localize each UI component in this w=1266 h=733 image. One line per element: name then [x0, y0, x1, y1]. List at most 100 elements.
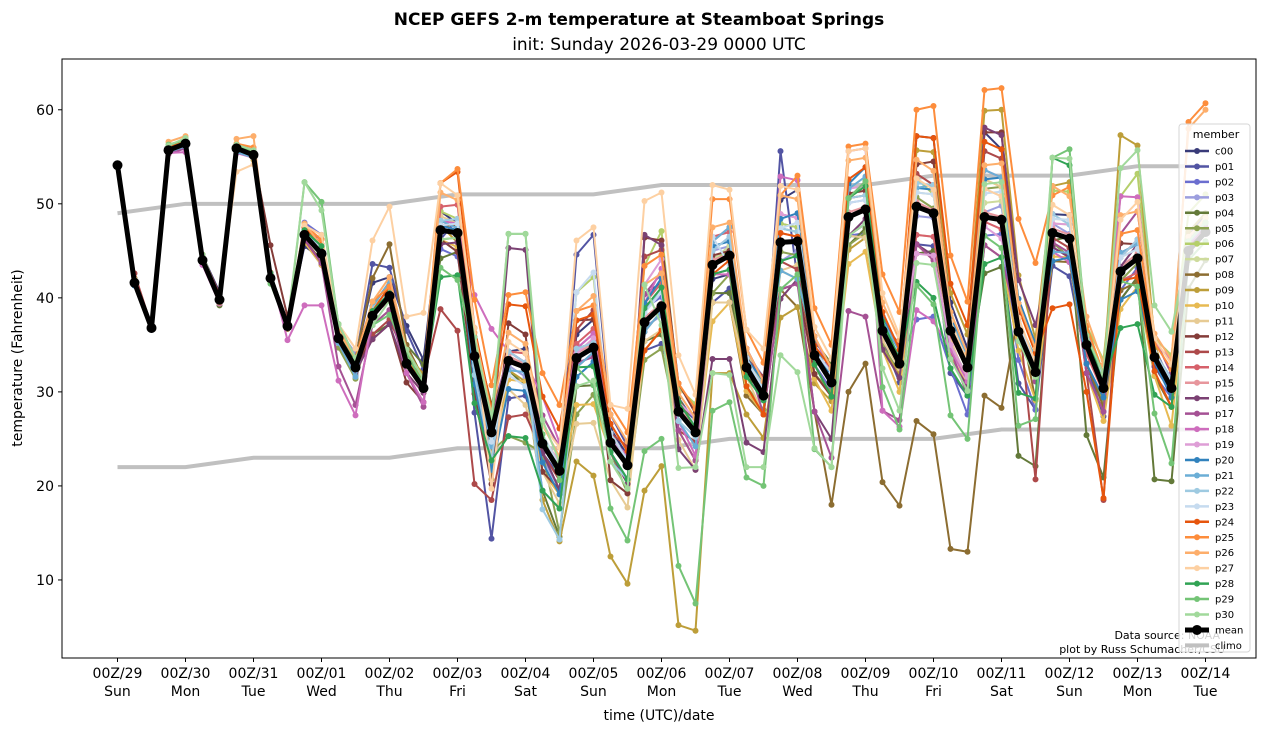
- member-point: [624, 490, 631, 497]
- member-point: [386, 311, 393, 318]
- member-point: [760, 345, 767, 352]
- member-point: [403, 370, 410, 377]
- member-point: [522, 303, 529, 310]
- member-point: [1015, 347, 1022, 354]
- mean-point: [996, 214, 1007, 225]
- legend-label: p19: [1215, 440, 1234, 451]
- climo-upper-line: [117, 164, 1206, 216]
- member-point: [488, 325, 495, 332]
- member-point: [522, 340, 529, 347]
- x-tick-label-day: Thu: [375, 684, 402, 700]
- legend-items: c00 p01 p02 p03 p04 p05 p06 p07 p08 p09 p10 p11 p12 p…: [1185, 147, 1243, 652]
- mean-point: [571, 353, 582, 364]
- member-point: [505, 339, 512, 346]
- member-point: [641, 231, 648, 238]
- member-point: [1032, 476, 1039, 483]
- member-point: [964, 387, 971, 394]
- member-point: [607, 411, 614, 418]
- member-point: [1168, 460, 1175, 467]
- legend-marker: [1194, 518, 1200, 525]
- legend-entry-p18: p18: [1185, 425, 1234, 436]
- member-point: [1202, 100, 1209, 107]
- member-point: [590, 335, 597, 342]
- member-point: [675, 562, 682, 569]
- member-point: [437, 180, 444, 187]
- mean-point: [265, 273, 276, 284]
- member-point: [488, 535, 495, 542]
- member-point: [930, 431, 937, 438]
- legend-marker: [1194, 333, 1200, 340]
- legend-label: p09: [1215, 286, 1234, 297]
- legend-label: p18: [1215, 425, 1234, 436]
- member-point: [505, 329, 512, 336]
- legend-label: p17: [1215, 409, 1234, 420]
- legend-entry-p07: p07: [1185, 255, 1234, 266]
- legend-marker: [1194, 426, 1200, 433]
- member-point: [335, 377, 342, 384]
- member-point: [301, 179, 308, 186]
- member-point: [369, 237, 376, 244]
- member-point: [998, 245, 1005, 252]
- legend-label: p22: [1215, 486, 1234, 497]
- mean-point: [979, 211, 990, 222]
- member-point: [556, 505, 563, 512]
- x-tick-label-day: Mon: [171, 684, 201, 700]
- legend-label: p12: [1215, 332, 1234, 343]
- member-point: [981, 392, 988, 399]
- member-point: [1117, 165, 1124, 172]
- mean-point: [486, 427, 497, 438]
- member-point: [505, 433, 512, 440]
- member-point: [573, 289, 580, 296]
- member-point: [454, 327, 461, 334]
- legend-label: p13: [1215, 347, 1234, 358]
- member-point: [811, 361, 818, 368]
- legend: member c00 p01 p02 p03 p04 p05 p06 p07 p08 p09 p10…: [1178, 123, 1251, 653]
- x-tick-label-day: Sun: [580, 684, 607, 700]
- member-point: [539, 370, 546, 377]
- legend-label: p16: [1215, 394, 1234, 405]
- member-point: [505, 230, 512, 237]
- member-point: [845, 143, 852, 150]
- member-point: [862, 140, 869, 147]
- member-point: [556, 536, 563, 543]
- member-point: [743, 326, 750, 333]
- legend-label: p23: [1215, 502, 1234, 513]
- member-point: [607, 553, 614, 560]
- member-point: [624, 405, 631, 412]
- member-point: [1083, 360, 1090, 367]
- x-tick-label-time: 00Z/05: [569, 666, 619, 682]
- legend-entry-p19: p19: [1185, 440, 1234, 451]
- legend-entry-p27: p27: [1185, 564, 1234, 575]
- legend-marker: [1194, 287, 1200, 294]
- member-point: [1134, 283, 1141, 290]
- member-point: [845, 308, 852, 315]
- member-point: [386, 274, 393, 281]
- mean-point: [741, 362, 752, 373]
- mean-point: [299, 229, 310, 240]
- member-point: [998, 106, 1005, 113]
- x-tick-label-day: Mon: [647, 684, 677, 700]
- member-point: [590, 377, 597, 384]
- legend-entry-p08: p08: [1185, 270, 1234, 281]
- legend-entry-p02: p02: [1185, 177, 1234, 188]
- member-point: [777, 148, 784, 155]
- mean-point: [180, 138, 191, 149]
- mean-point: [316, 248, 327, 259]
- member-point: [505, 386, 512, 393]
- member-point: [998, 404, 1005, 411]
- member-point: [930, 261, 937, 268]
- member-point: [437, 306, 444, 313]
- member-point: [794, 304, 801, 311]
- member-point: [709, 407, 716, 414]
- x-tick-label-day: Thu: [851, 684, 878, 700]
- legend-entry-climo: climo: [1185, 641, 1242, 652]
- member-point: [1049, 154, 1056, 161]
- member-point: [1066, 301, 1073, 308]
- legend-marker: [1194, 240, 1200, 247]
- member-point: [981, 138, 988, 145]
- member-point: [964, 392, 971, 399]
- legend-marker: [1194, 148, 1200, 154]
- member-point: [828, 501, 835, 508]
- member-point: [556, 477, 563, 484]
- mean-point: [452, 227, 463, 238]
